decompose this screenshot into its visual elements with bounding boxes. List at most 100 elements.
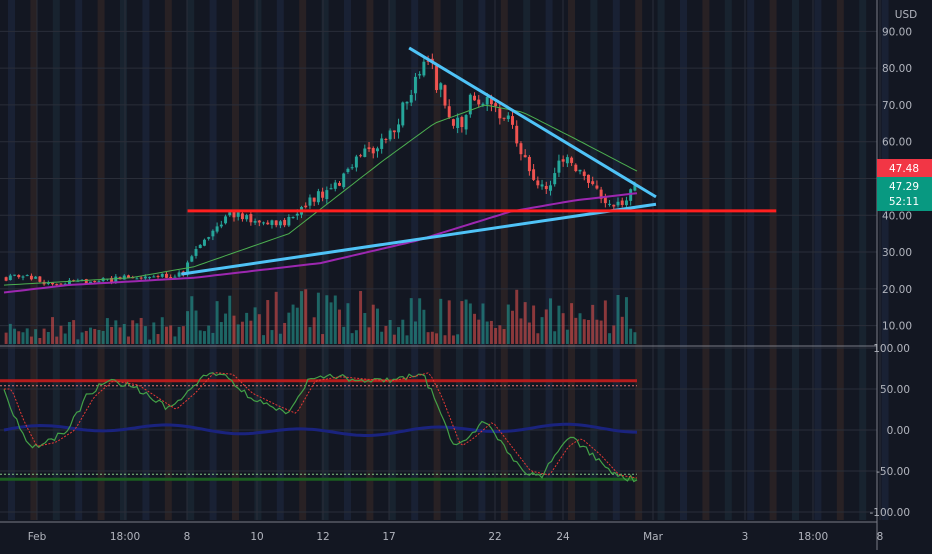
volume-bar: [266, 300, 270, 344]
volume-bar: [405, 335, 409, 344]
candle-body: [329, 188, 333, 190]
time-tick-label: Feb: [28, 531, 47, 543]
candle-body: [426, 60, 430, 62]
volume-bar: [245, 312, 249, 344]
volume-bar: [447, 300, 451, 344]
candle-body: [405, 101, 409, 104]
candle-body: [308, 197, 312, 206]
moving-average-fast: [3, 104, 638, 286]
volume-bar: [114, 320, 118, 344]
candle-body: [384, 139, 388, 141]
candle-body: [629, 189, 633, 201]
volume-bar: [198, 330, 202, 344]
volume-bar: [553, 331, 557, 344]
volume-bar: [439, 298, 443, 344]
time-tick-label: 8: [877, 531, 884, 543]
oscillator-tick-label: 0.00: [887, 425, 910, 437]
volume-bar: [139, 317, 143, 344]
candle-body: [536, 180, 540, 186]
candle-body: [498, 108, 502, 119]
time-tick-label: 18:00: [798, 531, 828, 543]
candle-body: [283, 219, 287, 226]
candle-body: [148, 277, 152, 279]
volume-bar: [409, 298, 413, 344]
candle-body: [375, 148, 379, 152]
moving-averages: [3, 104, 638, 294]
volume-bar: [283, 322, 287, 344]
volume-bar: [228, 295, 232, 344]
price-tick-label: 80.00: [882, 63, 912, 75]
candle-body: [198, 244, 202, 248]
volume-bar: [561, 313, 565, 344]
volume-bar: [13, 328, 17, 344]
candle-body: [110, 277, 114, 283]
candle-body: [46, 282, 50, 284]
volume-bar: [502, 329, 506, 344]
candle-body: [527, 156, 531, 172]
candle-body: [511, 116, 514, 125]
volume-bar: [253, 307, 257, 344]
session-stripe: [568, 0, 575, 520]
momentum-line: [3, 422, 638, 437]
volume-bar: [93, 328, 97, 344]
volume-bar: [72, 320, 76, 344]
last-price-green-text: 47.29: [889, 181, 919, 193]
volume-bar: [333, 295, 337, 344]
volume-bar: [473, 313, 477, 344]
session-stripe: [635, 0, 643, 520]
volume-bar: [485, 321, 489, 344]
candle-body: [612, 204, 616, 207]
candle-body: [228, 212, 232, 216]
session-stripe: [769, 0, 777, 520]
candle-body: [211, 230, 215, 237]
candle-body: [392, 130, 396, 133]
candle-body: [494, 103, 498, 107]
candle-body: [578, 169, 582, 172]
candle-body: [316, 191, 320, 203]
volume-bar: [59, 325, 63, 344]
candle-body: [397, 124, 401, 133]
candle-body: [350, 167, 354, 169]
volume-bar: [224, 313, 228, 344]
volume-bar: [616, 294, 620, 344]
candle-body: [97, 281, 101, 283]
candle-body: [367, 147, 371, 150]
candle-body: [321, 191, 325, 198]
moving-average-slow: [3, 192, 638, 294]
volume-bar: [570, 303, 574, 344]
time-tick-label: 10: [250, 531, 263, 543]
volume-bar: [207, 325, 211, 344]
oscillator-tick-label: -50.00: [876, 466, 910, 478]
candle-body: [565, 157, 569, 164]
price-tick-label: 60.00: [882, 137, 912, 149]
volume-bar: [63, 333, 67, 344]
candle-body: [603, 197, 607, 204]
session-stripe: [433, 0, 441, 520]
volume-bar: [55, 336, 59, 344]
candle-body: [624, 200, 628, 206]
volume-bar: [342, 326, 346, 344]
candle-body: [287, 216, 291, 226]
volume-bar: [582, 319, 586, 344]
candle-body: [401, 102, 405, 126]
volume-bar: [549, 298, 552, 344]
volume-bar: [413, 321, 417, 344]
volume-bar: [527, 322, 531, 344]
volume-bar: [595, 319, 599, 344]
candle-body: [29, 275, 33, 280]
volume-bars: [4, 289, 637, 344]
volume-bar: [481, 303, 485, 344]
volume-bar: [84, 330, 88, 344]
candle-body: [156, 276, 160, 278]
volume-bar: [127, 336, 130, 344]
volume-bar: [8, 323, 12, 344]
volume-bar: [202, 331, 206, 344]
volume-bar: [278, 333, 282, 344]
volume-bar: [612, 325, 616, 344]
candle-body: [608, 203, 612, 205]
volume-bar: [257, 314, 261, 344]
session-stripe: [388, 0, 396, 520]
volume-bar: [565, 329, 569, 344]
